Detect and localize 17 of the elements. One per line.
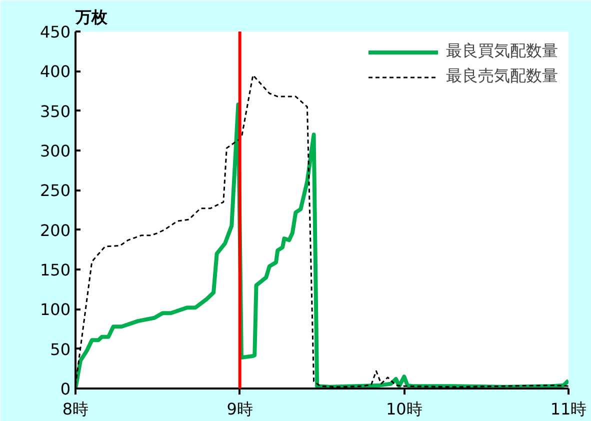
y-tick-label: 300: [40, 142, 71, 160]
y-tick-label: 200: [40, 220, 71, 240]
x-tick-label: 10時: [386, 400, 422, 418]
y-axis-title: 万枚: [74, 8, 108, 26]
legend-label: 最良売気配数量: [446, 66, 558, 87]
y-tick-label: 150: [40, 260, 71, 280]
y-tick-label: 100: [40, 300, 71, 320]
y-tick-label: 450: [40, 22, 71, 42]
y-tick-label: 50: [50, 340, 70, 359]
y-tick-label: 0: [60, 380, 71, 398]
x-tick-label: 8時: [62, 400, 89, 418]
x-tick-label: 11時: [550, 400, 587, 418]
y-tick-label: 250: [40, 181, 71, 200]
legend-label: 最良買気配数量: [446, 41, 558, 62]
y-tick-label: 350: [40, 102, 71, 121]
y-tick-label: 400: [40, 62, 71, 82]
x-tick-label: 9時: [226, 400, 253, 418]
